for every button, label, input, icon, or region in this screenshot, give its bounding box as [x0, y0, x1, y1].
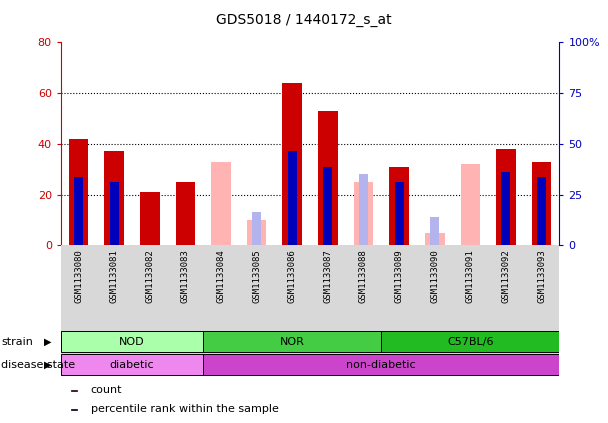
- Text: count: count: [91, 385, 122, 395]
- Bar: [252, 212, 261, 245]
- Bar: [74, 177, 83, 245]
- Text: GSM1133080: GSM1133080: [74, 250, 83, 303]
- Bar: [69, 139, 88, 245]
- Bar: [359, 174, 368, 245]
- Text: ▶: ▶: [44, 337, 51, 346]
- Bar: [140, 192, 160, 245]
- Text: GSM1133089: GSM1133089: [395, 250, 404, 303]
- Bar: [395, 182, 404, 245]
- Bar: [247, 220, 266, 245]
- Bar: [381, 331, 559, 352]
- Text: GSM1133087: GSM1133087: [323, 250, 333, 303]
- Text: GSM1133084: GSM1133084: [216, 250, 226, 303]
- Bar: [71, 390, 77, 391]
- Text: non-diabetic: non-diabetic: [347, 360, 416, 370]
- Text: disease state: disease state: [1, 360, 75, 370]
- Text: diabetic: diabetic: [109, 360, 154, 370]
- Bar: [354, 182, 373, 245]
- Bar: [288, 151, 297, 245]
- Text: GSM1133092: GSM1133092: [502, 250, 511, 303]
- Bar: [496, 149, 516, 245]
- Bar: [105, 151, 124, 245]
- Text: GSM1133086: GSM1133086: [288, 250, 297, 303]
- Text: GDS5018 / 1440172_s_at: GDS5018 / 1440172_s_at: [216, 13, 392, 27]
- Text: C57BL/6: C57BL/6: [447, 337, 494, 346]
- Bar: [61, 331, 203, 352]
- Text: ▶: ▶: [44, 360, 51, 370]
- Text: GSM1133093: GSM1133093: [537, 250, 546, 303]
- Text: GSM1133081: GSM1133081: [109, 250, 119, 303]
- Text: GSM1133091: GSM1133091: [466, 250, 475, 303]
- Bar: [323, 167, 333, 245]
- Bar: [211, 162, 231, 245]
- Bar: [71, 409, 77, 410]
- Bar: [425, 233, 444, 245]
- Bar: [110, 182, 119, 245]
- Bar: [283, 83, 302, 245]
- Text: GSM1133085: GSM1133085: [252, 250, 261, 303]
- Text: NOR: NOR: [280, 337, 305, 346]
- Text: percentile rank within the sample: percentile rank within the sample: [91, 404, 278, 414]
- Text: GSM1133090: GSM1133090: [430, 250, 439, 303]
- Bar: [176, 182, 195, 245]
- Bar: [537, 177, 546, 245]
- Text: strain: strain: [1, 337, 33, 346]
- Bar: [389, 167, 409, 245]
- Text: GSM1133082: GSM1133082: [145, 250, 154, 303]
- Text: GSM1133083: GSM1133083: [181, 250, 190, 303]
- Text: NOD: NOD: [119, 337, 145, 346]
- Bar: [460, 164, 480, 245]
- Bar: [318, 111, 337, 245]
- Bar: [61, 354, 203, 375]
- Bar: [502, 172, 510, 245]
- Bar: [203, 354, 559, 375]
- Bar: [532, 162, 551, 245]
- Bar: [203, 331, 381, 352]
- Text: GSM1133088: GSM1133088: [359, 250, 368, 303]
- Bar: [430, 217, 439, 245]
